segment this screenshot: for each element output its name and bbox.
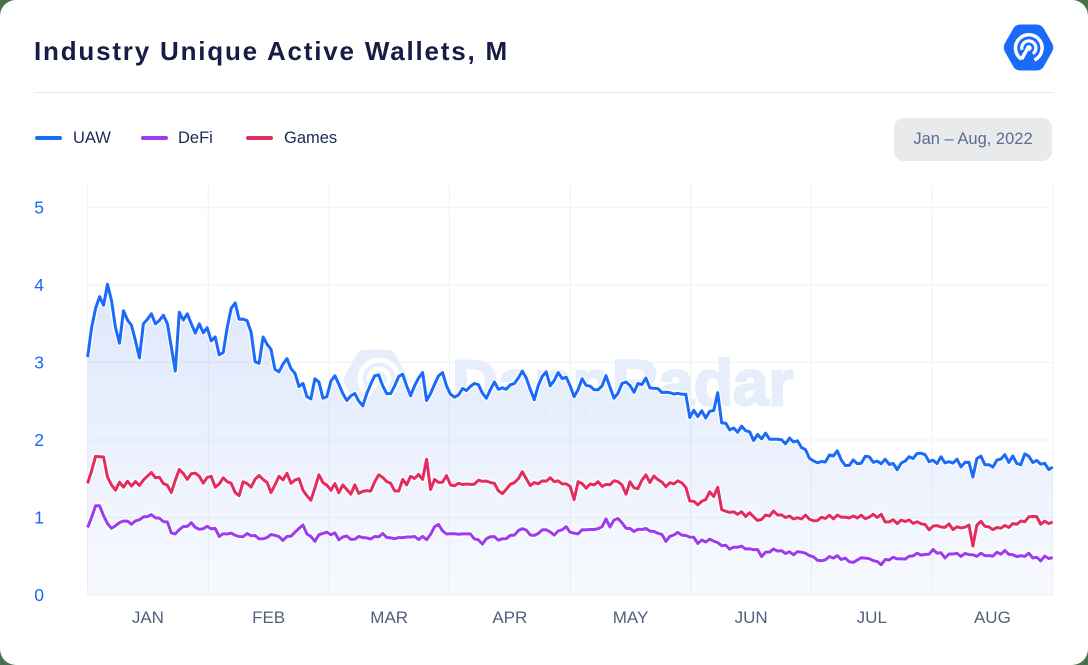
svg-text:JAN: JAN: [132, 608, 164, 627]
svg-text:2: 2: [34, 430, 44, 450]
svg-text:FEB: FEB: [252, 608, 285, 627]
svg-text:0: 0: [34, 585, 44, 605]
svg-text:4: 4: [34, 275, 44, 295]
svg-text:MAR: MAR: [370, 608, 408, 627]
svg-text:JUL: JUL: [857, 608, 887, 627]
svg-text:AUG: AUG: [974, 608, 1011, 627]
svg-text:5: 5: [34, 198, 44, 218]
svg-text:APR: APR: [492, 608, 527, 627]
svg-text:JUN: JUN: [735, 608, 768, 627]
svg-text:3: 3: [34, 353, 44, 373]
svg-text:1: 1: [34, 507, 44, 527]
svg-text:MAY: MAY: [613, 608, 649, 627]
